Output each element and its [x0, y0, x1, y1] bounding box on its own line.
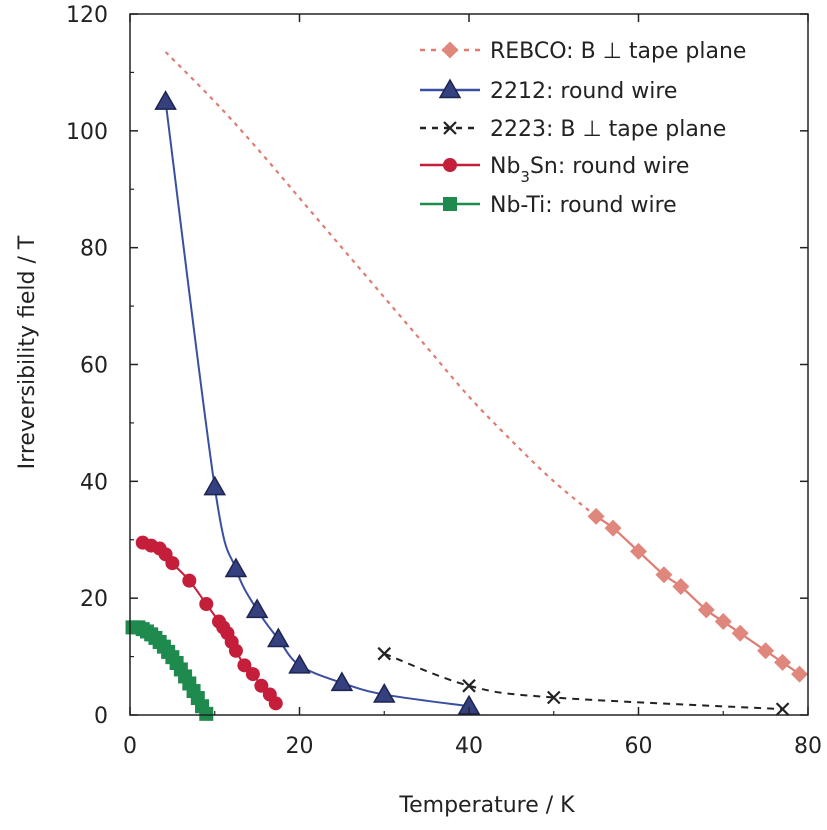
rebco-point [714, 613, 732, 631]
nb3sn-point [165, 556, 180, 571]
legend-item: Nb-Ti: round wire [420, 193, 677, 218]
nb3sn-point [254, 678, 269, 693]
2212-line [164, 101, 470, 708]
legend-item: REBCO: B ⊥ tape plane [420, 39, 746, 64]
2212-point [245, 598, 269, 619]
y-tick-label: 0 [94, 704, 108, 729]
rebco-point [697, 601, 715, 619]
y-tick-label: 40 [80, 470, 108, 495]
y-tick-label: 100 [66, 120, 108, 145]
2212-point [203, 475, 227, 496]
series-2212 [154, 90, 481, 715]
2212-point [372, 683, 396, 703]
rebco-point [630, 542, 647, 560]
legend: REBCO: B ⊥ tape plane 2212: round wire 222… [420, 39, 746, 218]
2223-point [775, 702, 790, 716]
nb3sn-point [237, 658, 252, 673]
legend-label: Nb3Sn: round wire [490, 154, 689, 186]
2212-point [330, 671, 354, 692]
y-tick-label: 80 [80, 237, 108, 262]
nb3sn-point [268, 696, 283, 711]
2212-point [267, 627, 290, 648]
rebco-point [774, 653, 792, 671]
rebco-point [731, 624, 749, 642]
y-tick-label: 20 [80, 587, 108, 612]
legend-marker [443, 158, 457, 172]
y-tick-label: 120 [66, 3, 108, 28]
2223-line [383, 652, 783, 711]
y-tick-label: 60 [80, 354, 108, 379]
nb3sn-point [199, 597, 214, 612]
nb3sn-point [245, 667, 260, 682]
2223-point [462, 679, 476, 693]
series-2223 [377, 646, 790, 716]
nbti-point [199, 706, 214, 721]
y-axis-label: Irreversibility field / T [15, 235, 40, 469]
legend-label: 2212: round wire [490, 79, 677, 104]
legend-marker [443, 197, 457, 211]
x-tick-label: 80 [794, 734, 822, 759]
rebco-point [655, 566, 673, 584]
rebco-point [604, 519, 622, 537]
legend-item: Nb3Sn: round wire [420, 154, 689, 186]
x-tick-label: 20 [286, 734, 314, 759]
x-tick-label: 60 [625, 734, 653, 759]
nb3sn-point [228, 643, 243, 658]
legend-item: 2212: round wire [420, 78, 677, 104]
nb3sn-point [182, 573, 197, 588]
axes: 0 20 40 60 80 0 20 40 60 80 100 120 Temperature / K I… [15, 3, 822, 818]
x-tick-label: 40 [455, 734, 483, 759]
series-rebco [164, 51, 809, 683]
plot-area [125, 51, 809, 721]
legend-marker [443, 121, 457, 135]
legend-marker [441, 41, 459, 59]
rebco-point [791, 665, 809, 683]
rebco-point [587, 507, 605, 525]
2212-point [154, 90, 177, 110]
2212-point [288, 653, 311, 674]
legend-label: 2223: B ⊥ tape plane [490, 117, 726, 142]
2223-point [377, 646, 392, 661]
x-tick-label: 0 [123, 734, 137, 759]
2223-point [546, 690, 561, 705]
legend-item: 2223: B ⊥ tape plane [420, 117, 726, 142]
legend-label: Nb-Ti: round wire [490, 193, 677, 218]
legend-marker [438, 78, 462, 99]
legend-label: REBCO: B ⊥ tape plane [490, 39, 746, 64]
rebco-point [757, 642, 775, 660]
series-nbti [125, 620, 214, 721]
series-nb3sn [135, 535, 283, 711]
rebco-point [672, 577, 690, 595]
x-axis-label: Temperature / K [398, 793, 575, 818]
2212-point [224, 557, 248, 578]
